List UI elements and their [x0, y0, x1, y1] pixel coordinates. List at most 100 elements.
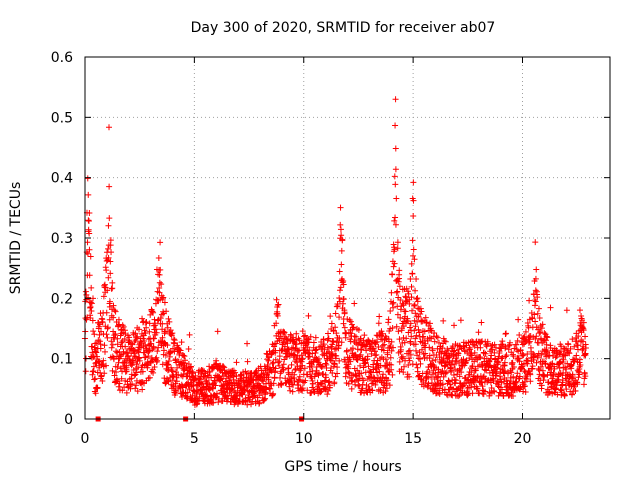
data-point: [160, 294, 167, 301]
data-point: [185, 345, 192, 352]
data-point: [85, 217, 92, 224]
data-point: [139, 379, 146, 386]
data-point: [85, 191, 92, 198]
data-point: [502, 353, 509, 360]
data-point: [375, 344, 382, 351]
y-axis-label: SRMTID / TECUs: [8, 182, 24, 295]
data-point: [407, 320, 414, 327]
data-point: [169, 330, 176, 337]
data-point: [179, 384, 186, 391]
data-point: [334, 302, 341, 309]
data-point: [580, 327, 587, 334]
data-point: [206, 368, 213, 375]
data-point: [164, 342, 171, 349]
data-point: [532, 275, 539, 282]
data-point: [101, 281, 108, 288]
data-point: [411, 256, 418, 263]
data-point: [409, 237, 416, 244]
data-point: [416, 329, 423, 336]
data-point: [340, 278, 347, 285]
data-point: [391, 173, 398, 180]
data-point: [203, 377, 210, 384]
data-point: [95, 358, 102, 365]
data-point: [529, 363, 536, 370]
data-point: [128, 362, 135, 369]
data-point: [107, 258, 114, 265]
data-point: [112, 308, 119, 315]
data-point: [410, 252, 417, 259]
data-point: [491, 388, 498, 395]
data-point: [269, 360, 276, 367]
data-point: [327, 313, 334, 320]
data-point: [582, 344, 589, 351]
data-point: [166, 318, 173, 325]
data-point: [104, 334, 111, 341]
data-point: [476, 390, 483, 397]
data-point: [169, 368, 176, 375]
data-point: [133, 377, 140, 384]
data-point: [106, 215, 113, 222]
data-point: [332, 324, 339, 331]
data-point: [411, 302, 418, 309]
data-point: [311, 389, 318, 396]
data-point: [326, 378, 333, 385]
data-point: [413, 332, 420, 339]
data-point: [155, 344, 162, 351]
data-point: [387, 354, 394, 361]
data-point: [576, 356, 583, 363]
data-point: [101, 342, 108, 349]
data-point: [107, 237, 114, 244]
data-point: [299, 362, 306, 369]
data-point: [105, 222, 112, 229]
data-point: [457, 317, 464, 324]
data-point: [517, 347, 524, 354]
data-point: [376, 368, 383, 375]
data-point: [436, 391, 443, 398]
data-point: [270, 390, 277, 397]
data-point: [422, 314, 429, 321]
y-tick-label: 0.3: [51, 231, 73, 247]
data-point: [393, 323, 400, 330]
data-point: [464, 392, 471, 399]
data-point: [446, 378, 453, 385]
data-point: [423, 319, 430, 326]
data-point: [515, 316, 522, 323]
data-point: [526, 297, 533, 304]
data-point: [382, 388, 389, 395]
data-point: [122, 343, 129, 350]
data-point: [105, 245, 112, 252]
data-point: [572, 388, 579, 395]
data-point: [512, 378, 519, 385]
data-point: [121, 336, 128, 343]
data-point: [107, 270, 114, 277]
data-point: [412, 323, 419, 330]
data-point: [400, 369, 407, 376]
data-point: [118, 339, 125, 346]
data-point: [500, 392, 507, 399]
data-point: [544, 349, 551, 356]
data-point: [379, 330, 386, 337]
data-point: [573, 352, 580, 359]
data-point: [108, 249, 115, 256]
data-point: [424, 384, 431, 391]
data-point: [405, 290, 412, 297]
data-point: [394, 311, 401, 318]
data-point: [414, 298, 421, 305]
data-point: [408, 294, 415, 301]
data-point: [516, 332, 523, 339]
data-point: [560, 356, 567, 363]
data-point: [389, 300, 396, 307]
data-point: [280, 366, 287, 373]
data-point: [134, 333, 141, 340]
data-point: [412, 287, 419, 294]
data-point: [136, 357, 143, 364]
data-point: [120, 348, 127, 355]
data-point: [305, 312, 312, 319]
data-point: [114, 363, 121, 370]
data-point: [492, 364, 499, 371]
data-point: [551, 365, 558, 372]
data-point: [408, 307, 415, 314]
data-point: [541, 372, 548, 379]
data-point: [402, 308, 409, 315]
data-point: [513, 341, 520, 348]
